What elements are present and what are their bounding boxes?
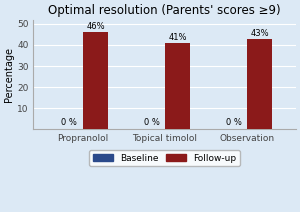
- Title: Optimal resolution (Parents' scores ≥9): Optimal resolution (Parents' scores ≥9): [48, 4, 281, 17]
- Bar: [165, 43, 190, 129]
- Y-axis label: Percentage: Percentage: [4, 47, 14, 102]
- Text: 43%: 43%: [250, 29, 269, 38]
- Bar: [83, 32, 108, 129]
- Text: 46%: 46%: [86, 22, 105, 31]
- Text: 0 %: 0 %: [143, 118, 159, 127]
- Legend: Baseline, Follow-up: Baseline, Follow-up: [89, 150, 240, 166]
- Bar: [248, 39, 272, 129]
- Text: 41%: 41%: [168, 33, 187, 42]
- Text: 0 %: 0 %: [226, 118, 242, 127]
- Text: 0 %: 0 %: [61, 118, 77, 127]
